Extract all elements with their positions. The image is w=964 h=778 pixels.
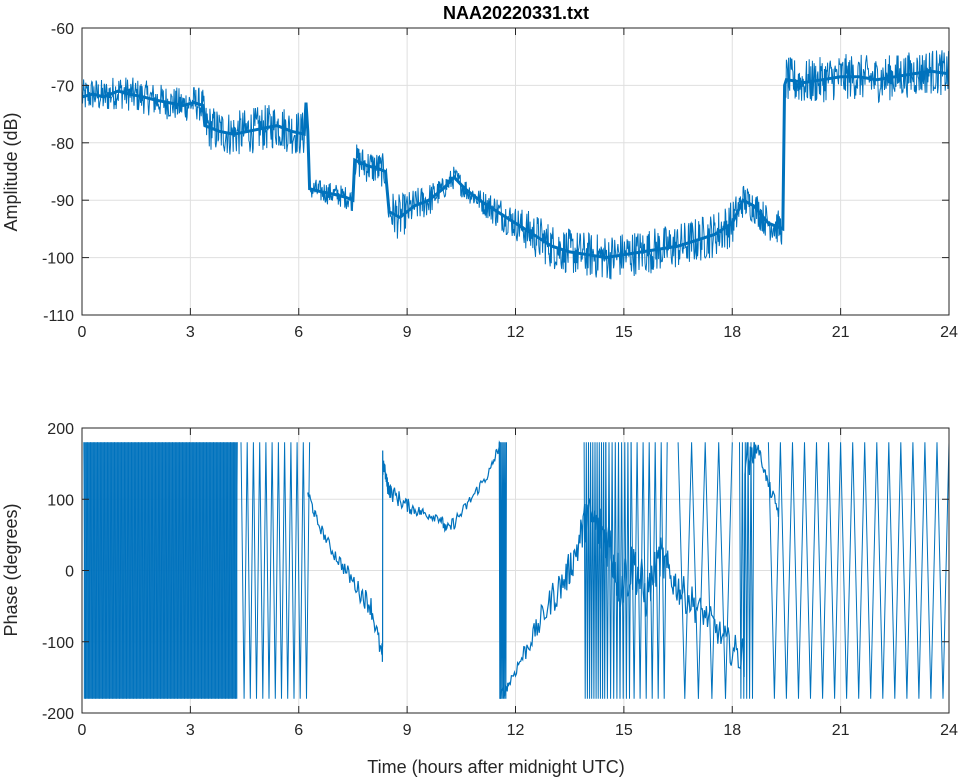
phase-xtick-label: 18 (723, 722, 741, 739)
phase-xtick-label: 21 (832, 722, 850, 739)
amplitude-ytick-label: -70 (51, 78, 74, 95)
amplitude-ytick-label: -80 (51, 136, 74, 153)
time-xlabel: Time (hours after midnight UTC) (367, 757, 624, 777)
phase-xtick-label: 15 (615, 722, 633, 739)
phase-wrapped-segment (630, 442, 668, 699)
amplitude-xtick-label: 21 (832, 324, 850, 341)
amplitude-xtick-label: 12 (507, 324, 525, 341)
phase-panel: 0 3 6 9 12 15 18 21 24 -200 -100 0 100 200 Phase (deg… (1, 421, 958, 777)
phase-xtick-label: 3 (186, 722, 195, 739)
phase-ylabel: Phase (degrees) (1, 503, 21, 636)
phase-ytick-label: -200 (42, 706, 74, 723)
phase-xtick-label: 0 (78, 722, 87, 739)
amplitude-xtick-label: 0 (78, 324, 87, 341)
phase-wrapped-segment (739, 442, 755, 699)
amplitude-xtick-label: 15 (615, 324, 633, 341)
amplitude-ticks: 0 3 6 9 12 15 18 21 24 -110 -100 -90 -80 -70 -60 (42, 21, 958, 341)
phase-ytick-label: 0 (65, 564, 74, 581)
amplitude-xtick-label: 3 (186, 324, 195, 341)
phase-wrapped-segment (767, 442, 950, 699)
amplitude-ytick-label: -60 (51, 21, 74, 38)
amplitude-ylabel: Amplitude (dB) (1, 112, 21, 231)
amplitude-series-envelope (81, 69, 950, 260)
phase-wrapped-segment (240, 442, 311, 699)
phase-wrapped-segment (83, 442, 238, 699)
amplitude-xtick-label: 9 (403, 324, 412, 341)
amplitude-xtick-label: 6 (294, 324, 303, 341)
phase-plot-area (83, 440, 950, 699)
phase-series-line (307, 440, 779, 699)
amplitude-xtick-label: 24 (940, 324, 958, 341)
amplitude-ytick-label: -100 (42, 251, 74, 268)
phase-xtick-label: 9 (403, 722, 412, 739)
phase-ticks: 0 3 6 9 12 15 18 21 24 -200 -100 0 100 200 (42, 421, 958, 739)
amplitude-plot-area (81, 50, 950, 280)
amplitude-ytick-label: -110 (43, 308, 74, 325)
phase-dense-block (83, 442, 238, 699)
phase-wrapped-segment (583, 442, 607, 699)
amplitude-xtick-label: 18 (723, 324, 741, 341)
amplitude-ytick-label: -90 (51, 193, 74, 210)
phase-xtick-label: 6 (294, 722, 303, 739)
phase-ytick-label: -100 (42, 635, 74, 652)
phase-xtick-label: 12 (507, 722, 525, 739)
chart-title: NAA20220331.txt (443, 3, 589, 23)
phase-xtick-label: 24 (940, 722, 958, 739)
phase-ytick-label: 200 (47, 421, 74, 438)
amplitude-panel: NAA20220331.txt 0 3 6 9 12 15 18 21 24 -110 -100 -9… (1, 3, 958, 341)
phase-ytick-label: 100 (47, 492, 74, 509)
phase-wrapped-segment (605, 442, 632, 699)
